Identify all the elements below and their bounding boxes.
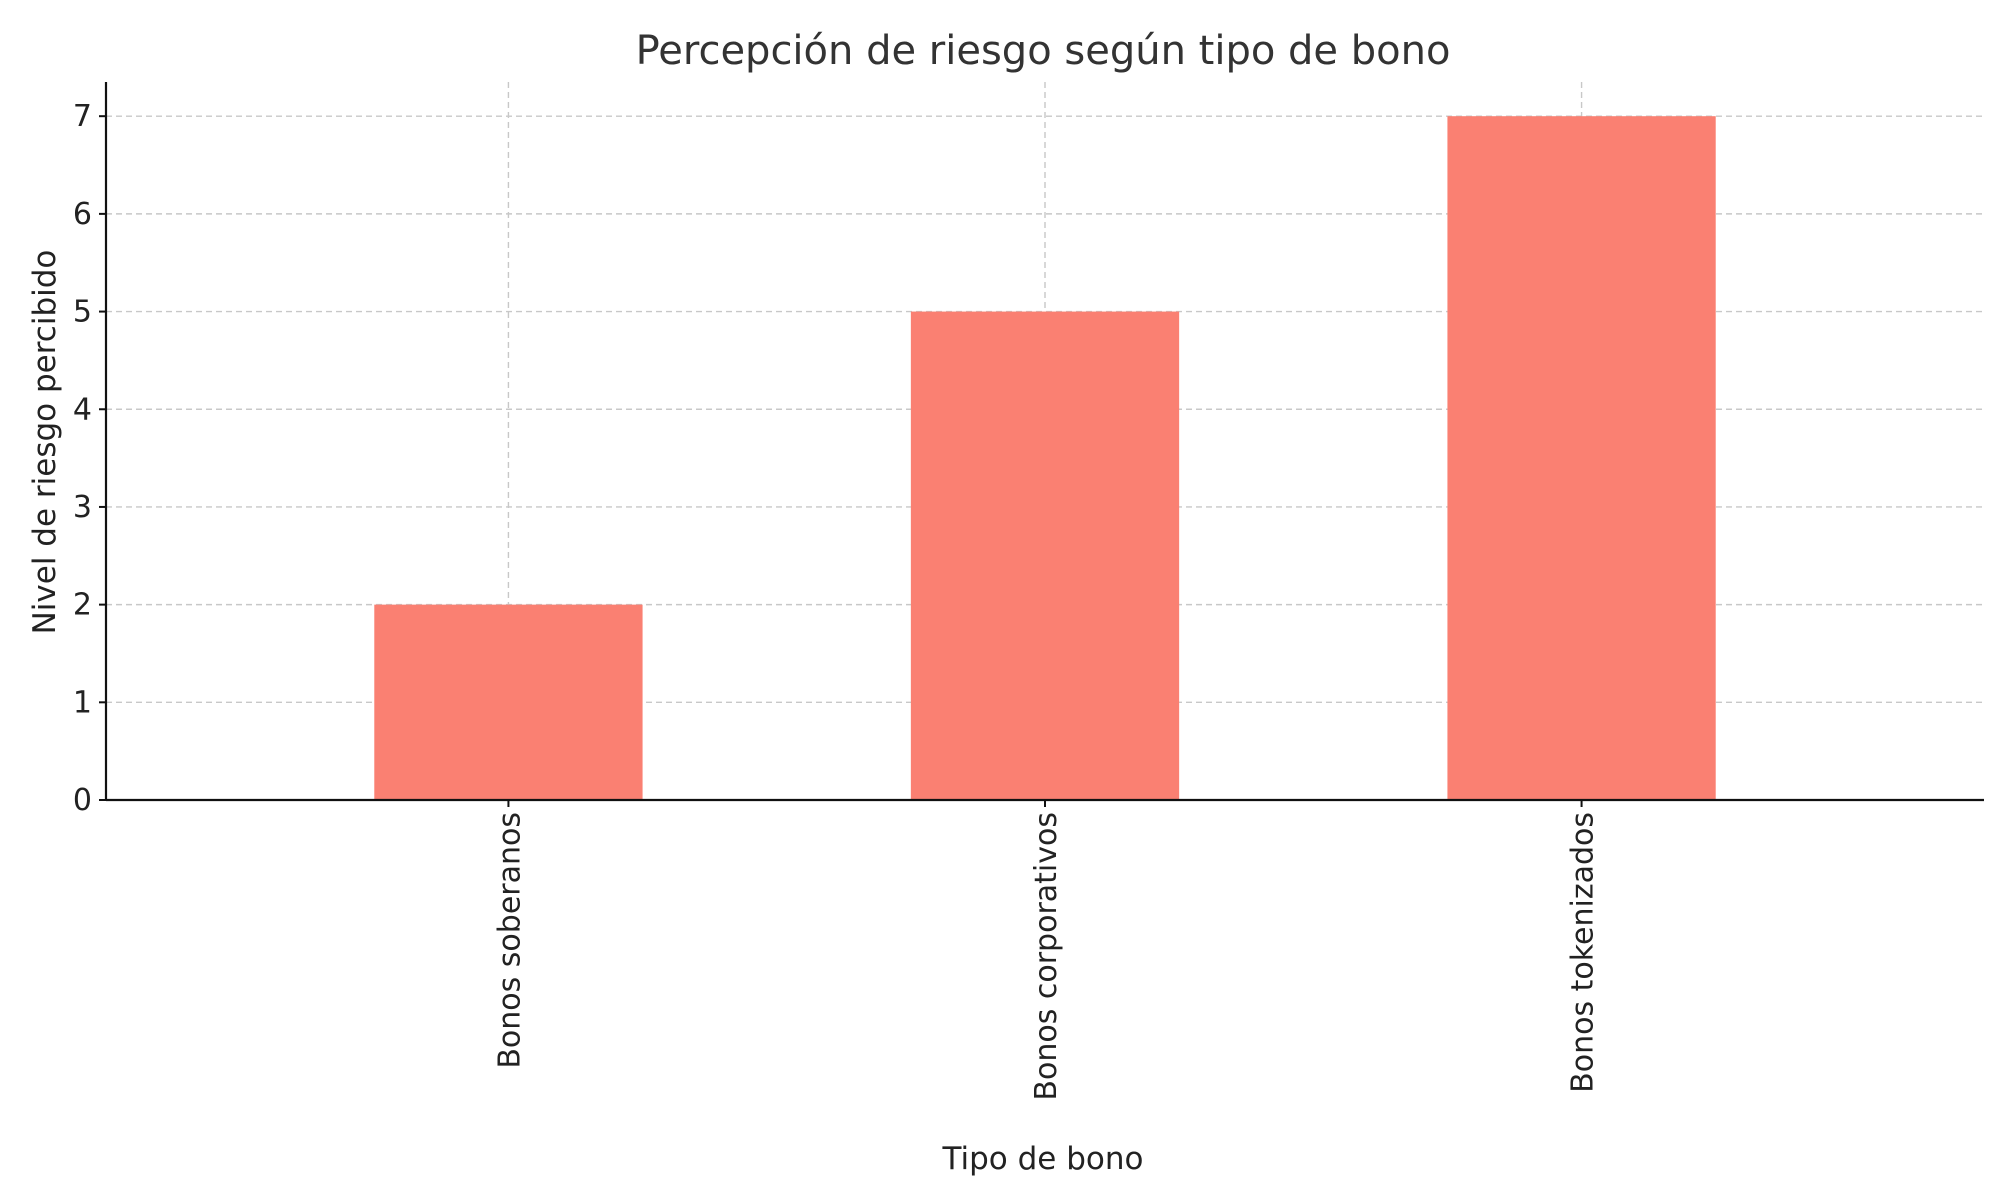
bar: [1447, 116, 1716, 800]
y-tick-label: 0: [73, 783, 92, 818]
y-tick-label: 7: [73, 99, 92, 134]
y-axis-label: Nivel de riesgo percibido: [27, 250, 63, 635]
y-tick-label: 2: [73, 588, 92, 623]
x-category-label: Bonos soberanos: [492, 812, 527, 1069]
bar: [374, 604, 643, 800]
y-tick-label: 3: [73, 490, 92, 525]
chart-title: Percepción de riesgo según tipo de bono: [636, 28, 1451, 74]
bar: [910, 311, 1180, 800]
y-tick-label: 5: [73, 295, 92, 330]
x-axis-label: Tipo de bono: [942, 1141, 1144, 1177]
y-tick-label: 6: [73, 197, 92, 232]
y-tick-label: 4: [73, 392, 92, 427]
bars-layer: [374, 116, 1716, 800]
x-category-label: Bonos tokenizados: [1566, 812, 1601, 1093]
ticks-layer: 0 1 2 3 4 5 6 7 Bonos soberanos Bonos corporativo…: [73, 99, 1601, 1100]
y-tick-label: 1: [73, 685, 92, 720]
x-category-label: Bonos corporativos: [1029, 812, 1064, 1101]
